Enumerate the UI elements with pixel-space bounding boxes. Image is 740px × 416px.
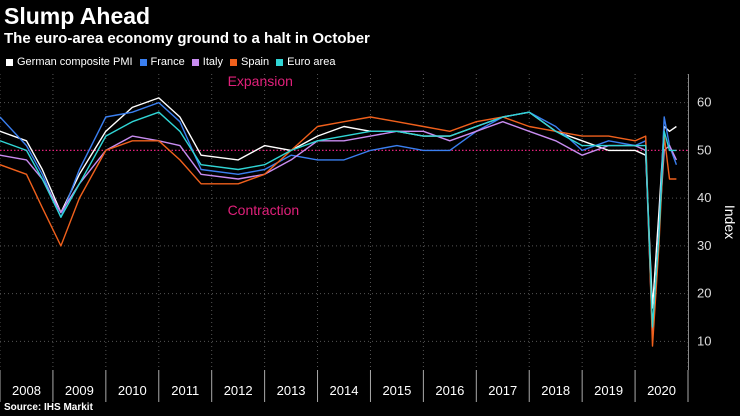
annotations: Expansion Contraction [228,73,300,218]
chart-subtitle: The euro-area economy ground to a halt i… [4,30,370,47]
x-tick-label-2020: 2020 [647,383,676,398]
x-tick-label-2016: 2016 [435,383,464,398]
annotation-contraction: Contraction [228,202,300,218]
y-tick-label-20: 20 [697,286,711,301]
series-line-spain [0,116,677,347]
legend-swatch-france [139,58,147,66]
legend-label-france: France [150,56,185,68]
y-tick-label-30: 30 [697,238,711,253]
x-tick-label-2019: 2019 [594,383,623,398]
x-tick-label-2014: 2014 [330,383,359,398]
grid-lines [0,74,689,370]
x-tick-label-2013: 2013 [277,383,306,398]
source-note: Source: IHS Markit [4,402,93,413]
annotation-expansion: Expansion [228,73,293,89]
legend-label-euro-area: Euro area [287,56,336,68]
legend-item-germany: German composite PMI [6,56,133,68]
legend-item-euro-area: Euro area [276,56,335,68]
y-tick-label-40: 40 [697,190,711,205]
legend-swatch-germany [6,58,13,66]
x-tick-label-2015: 2015 [382,383,411,398]
x-tick-label-2010: 2010 [118,383,147,398]
y-tick-label-60: 60 [697,95,711,110]
legend-swatch-italy [191,58,199,66]
y-tick-label-10: 10 [697,333,711,348]
x-tick-label-2009: 2009 [65,383,94,398]
x-tick-label-2011: 2011 [171,383,199,398]
legend-label-germany: German composite PMI [17,56,133,68]
legend-item-spain: Spain [229,56,270,68]
legend-label-italy: Italy [202,56,223,68]
x-tick-label-2017: 2017 [488,383,517,398]
legend-item-france: France [139,56,185,68]
series-line-italy [0,120,678,338]
series-line-german-composite-pmi [0,97,677,309]
y-axis: 10 20 30 40 50 60 Index [688,74,738,370]
series-lines [0,97,678,347]
y-axis-label: Index [722,205,738,239]
legend-swatch-euro-area [276,58,284,66]
legend-item-italy: Italy [191,56,223,68]
series-line-france [0,101,678,338]
x-axis: 2008 2009 2010 2011 2012 2013 2014 2015 2016 2017… [0,370,689,402]
x-tick-label-2008: 2008 [12,383,41,398]
legend-label-spain: Spain [240,56,270,68]
x-tick-label-2012: 2012 [224,383,253,398]
legend: German composite PMI France Italy Spain … [6,56,342,68]
y-tick-label-50: 50 [697,142,711,157]
legend-swatch-spain [229,58,237,66]
x-tick-label-2018: 2018 [541,383,570,398]
series-line-euro-area [0,111,677,328]
chart-title: Slump Ahead [4,3,151,29]
